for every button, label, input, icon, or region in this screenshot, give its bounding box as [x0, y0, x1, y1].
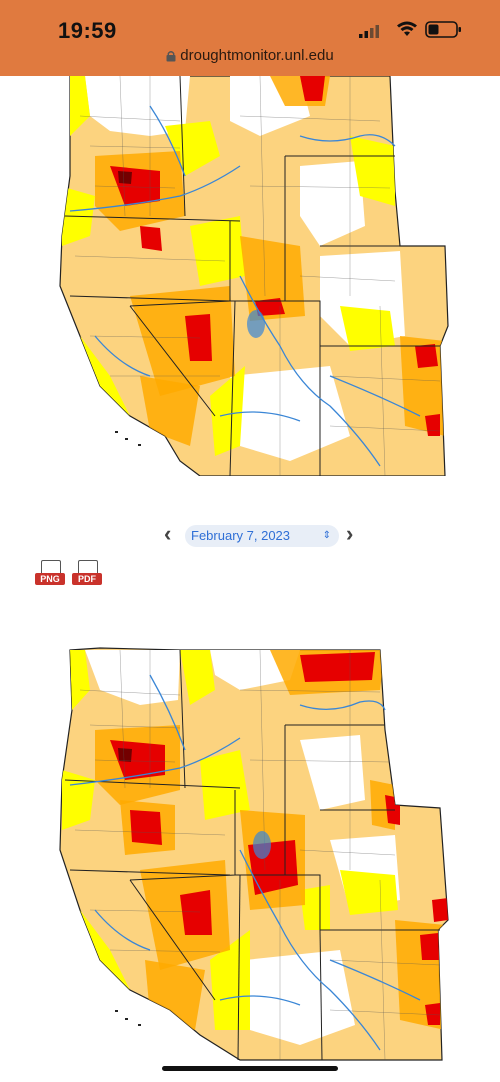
- selected-date: February 7, 2023: [191, 528, 291, 543]
- clock: 19:59: [58, 18, 117, 43]
- address-bar[interactable]: droughtmonitor.unl.edu: [0, 47, 500, 64]
- drought-map-svg: [59, 647, 449, 1061]
- pdf-badge: PDF: [72, 573, 102, 585]
- png-badge: PNG: [35, 573, 65, 585]
- previous-date-button[interactable]: ‹: [164, 521, 172, 546]
- lock-icon: [166, 51, 176, 62]
- drought-map-previous: [0, 76, 500, 476]
- drought-map-svg: [59, 76, 449, 476]
- battery-icon: [425, 21, 461, 38]
- browser-status-bar: 19:59 droughtmonitor.unl.edu: [0, 0, 500, 76]
- cellular-signal-icon: [359, 25, 379, 38]
- date-navigator: ‹ February 7, 2023 ⇕ ›: [0, 522, 500, 550]
- drought-map-selected: [0, 630, 500, 1070]
- download-png-button[interactable]: PNG: [35, 560, 65, 588]
- next-date-button[interactable]: ›: [346, 521, 354, 546]
- date-select[interactable]: February 7, 2023 ⇕: [185, 525, 339, 547]
- home-indicator[interactable]: [162, 1066, 338, 1071]
- updown-chevron-icon: ⇕: [322, 530, 331, 541]
- wifi-icon: [397, 21, 417, 36]
- download-pdf-button[interactable]: PDF: [72, 560, 102, 588]
- url-text: droughtmonitor.unl.edu: [180, 47, 334, 64]
